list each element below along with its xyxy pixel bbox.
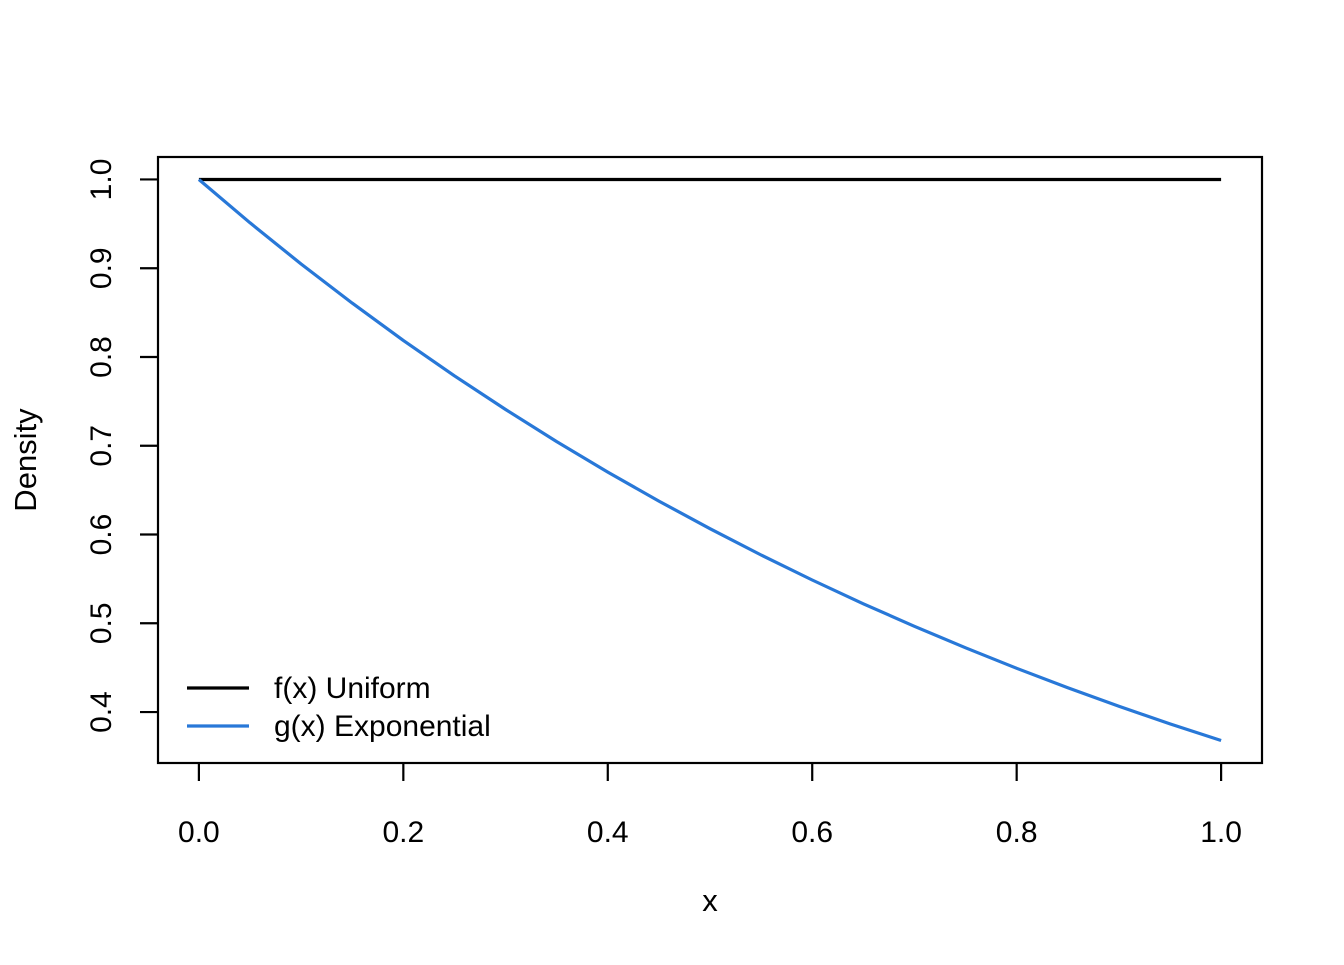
y-tick-label: 0.8 [85, 336, 118, 378]
x-tick-label: 0.0 [178, 816, 220, 849]
plot-box [156, 155, 1264, 765]
x-axis-title: x [702, 883, 718, 918]
x-axis-ticks [197, 763, 1223, 781]
y-tick-label: 1.0 [85, 159, 118, 201]
legend-uniform-label: f(x) Uniform [274, 672, 431, 705]
y-tick-label: 0.6 [85, 514, 118, 556]
x-tick-label: 0.6 [791, 816, 833, 849]
x-tick-label: 0.4 [587, 816, 629, 849]
y-axis-tick-labels: 0.4 0.5 0.6 0.7 0.8 0.9 1.0 [85, 159, 118, 733]
y-tick-label: 0.5 [85, 602, 118, 644]
y-tick-label: 0.4 [85, 691, 118, 733]
legend: f(x) Uniform g(x) Exponential [187, 672, 491, 743]
y-axis-ticks [140, 178, 158, 714]
y-tick-label: 0.7 [85, 425, 118, 467]
legend-exponential-label: g(x) Exponential [274, 710, 491, 743]
x-tick-label: 0.2 [382, 816, 424, 849]
x-tick-label: 1.0 [1200, 816, 1242, 849]
x-tick-label: 0.8 [996, 816, 1038, 849]
y-axis-title: Density [8, 408, 43, 512]
series-lines [197, 177, 1222, 743]
x-axis-tick-labels: 0.0 0.2 0.4 0.6 0.8 1.0 [178, 816, 1242, 849]
exponential-series-line [197, 178, 1222, 743]
y-tick-label: 0.9 [85, 247, 118, 289]
